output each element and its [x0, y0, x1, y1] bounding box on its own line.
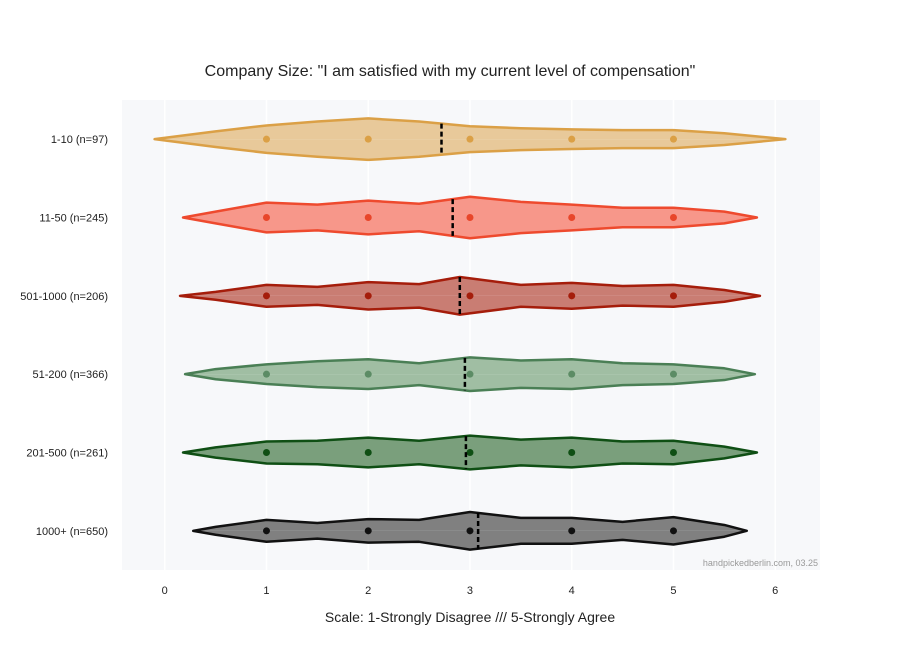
data-point: [364, 292, 372, 300]
plot-background: [122, 100, 820, 570]
x-tick-label: 1: [263, 585, 269, 597]
data-point: [669, 449, 677, 456]
y-tick-label: 51-200 (n=366): [32, 369, 108, 381]
data-point: [466, 527, 474, 535]
data-point: [669, 214, 677, 221]
violin-lower: [179, 295, 760, 315]
watermark: handpickedberlin.com, 03.25: [703, 558, 818, 568]
x-tick-label: 4: [569, 585, 575, 597]
violin-outline: [153, 117, 787, 162]
chart-title: Company Size: "I am satisfied with my cu…: [205, 63, 696, 80]
violin-lower: [154, 139, 786, 160]
data-point: [568, 449, 576, 456]
violin-lower: [183, 217, 757, 239]
data-point: [669, 135, 677, 143]
data-point: [466, 449, 474, 456]
violin-upper: [179, 277, 760, 296]
x-tick-label: 0: [162, 585, 168, 597]
violin: [191, 510, 748, 551]
data-point: [669, 527, 677, 535]
data-point: [262, 214, 270, 221]
data-point: [364, 527, 372, 535]
data-point: [568, 527, 576, 535]
data-point: [466, 292, 474, 300]
data-point: [364, 135, 372, 143]
data-point: [262, 527, 270, 535]
data-point: [364, 449, 372, 456]
data-point: [364, 214, 372, 221]
violin-outline: [181, 434, 759, 471]
data-point: [262, 292, 270, 300]
data-point: [262, 449, 270, 456]
violin-outline: [178, 275, 762, 316]
data-point: [568, 292, 576, 300]
data-point: [262, 135, 270, 143]
y-tick-label: 11-50 (n=245): [39, 213, 108, 225]
data-point: [364, 370, 372, 378]
y-tick-label: 1000+ (n=650): [36, 526, 108, 538]
violin-upper: [183, 196, 757, 218]
x-tick-label: 6: [772, 585, 778, 597]
violin-outline: [181, 195, 759, 240]
violin-outline: [191, 510, 748, 551]
violin-outline: [183, 356, 757, 393]
data-point: [669, 370, 677, 378]
violin: [183, 356, 757, 393]
data-point: [466, 214, 474, 221]
data-point: [568, 370, 576, 378]
y-tick-label: 201-500 (n=261): [26, 448, 108, 460]
violin-upper: [193, 512, 747, 531]
x-tick-label: 5: [670, 585, 676, 597]
data-point: [466, 370, 474, 378]
x-axis-title: Scale: 1-Strongly Disagree /// 5-Strongl…: [325, 609, 615, 625]
data-point: [568, 214, 576, 221]
violin-upper: [154, 118, 786, 140]
violin: [153, 117, 787, 162]
x-tick-label: 3: [467, 585, 473, 597]
violin-upper: [183, 435, 757, 453]
data-point: [466, 135, 474, 143]
data-point: [262, 370, 270, 378]
x-tick-label: 2: [365, 585, 371, 597]
y-tick-label: 1-10 (n=97): [51, 134, 108, 146]
data-point: [669, 292, 677, 300]
violin-lower: [183, 452, 757, 470]
data-point: [568, 135, 576, 143]
violin: [178, 275, 762, 316]
y-tick-label: 501-1000 (n=206): [20, 291, 108, 303]
violin-lower: [193, 530, 747, 550]
violin: [181, 434, 759, 471]
violin: [181, 195, 759, 240]
